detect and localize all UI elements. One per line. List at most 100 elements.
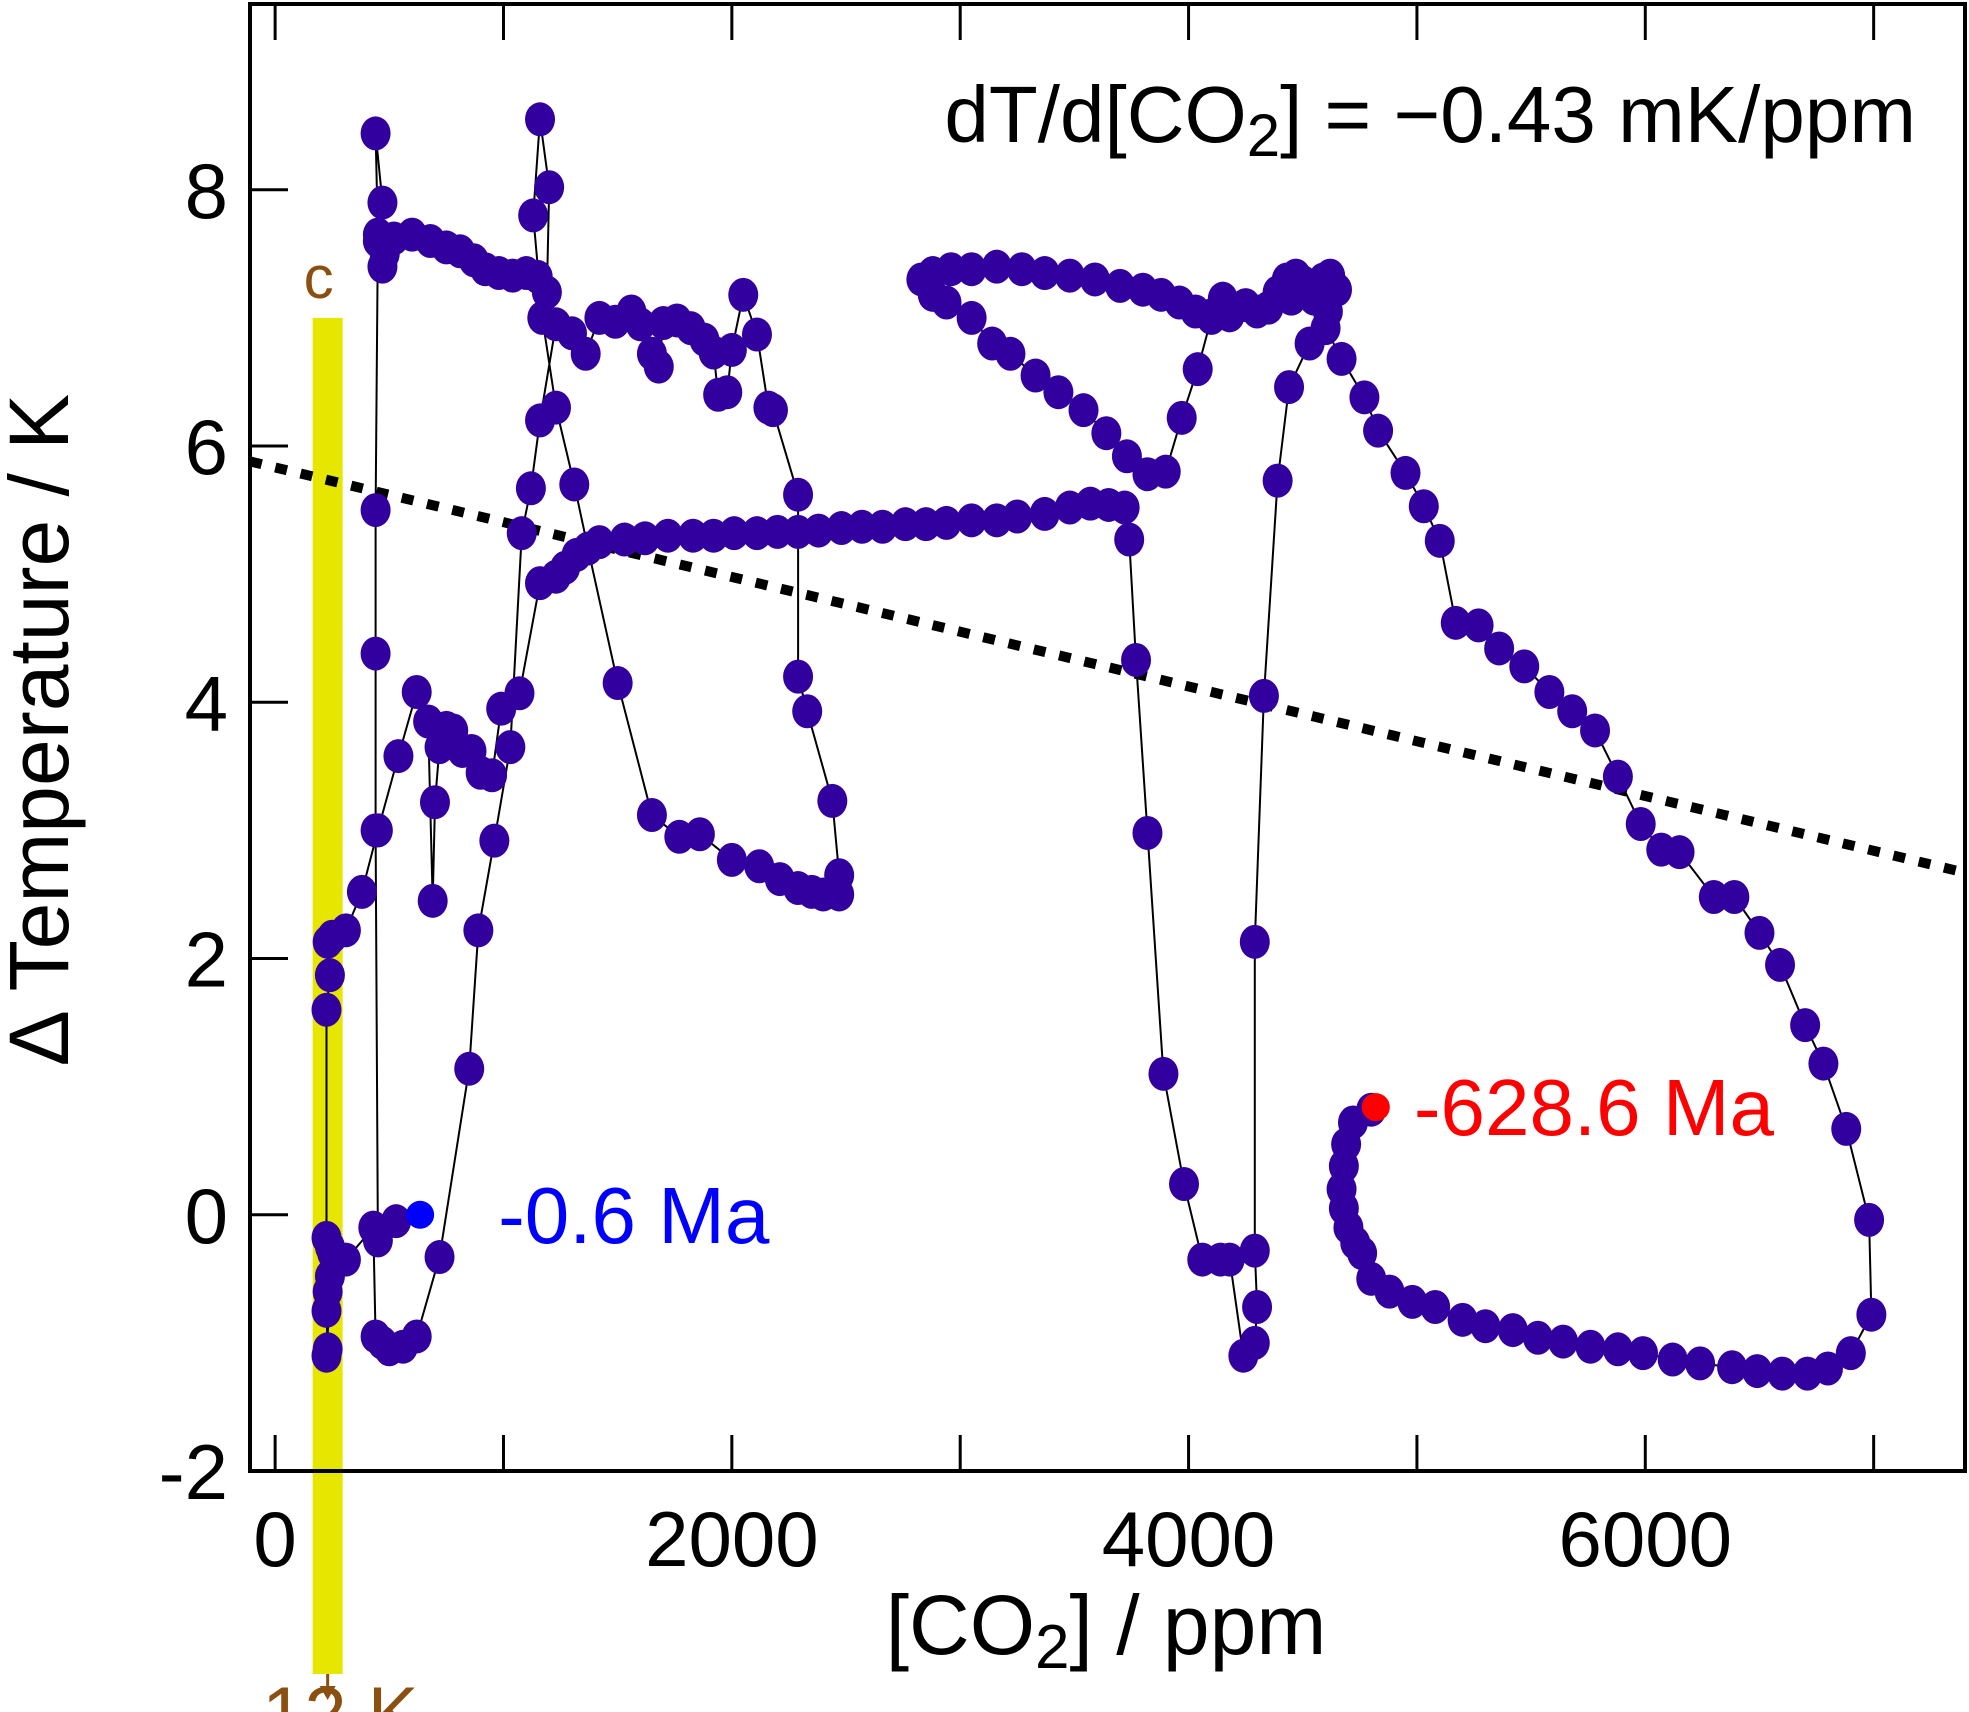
data-point [1054,258,1085,293]
data-point [1105,268,1136,303]
data-point [643,349,674,384]
data-point [1463,608,1494,643]
data-point [362,217,393,252]
data-point [1230,288,1261,323]
data-point [956,252,987,287]
data-point [744,849,775,884]
data-point [525,102,556,137]
data-point [792,694,823,729]
data-point [1765,947,1796,982]
x-tick-labels: 0 2000 4000 6000 [253,1495,1732,1583]
data-point [636,798,667,833]
data-point [1390,455,1421,490]
data-point [1557,694,1588,729]
data-point [1742,1354,1773,1389]
y-ticks [250,188,288,1473]
data-point [1602,759,1633,794]
data-point [311,992,342,1027]
data-point [652,518,683,553]
data-point [1440,605,1471,640]
data-point [360,116,391,151]
y-tick-label: 2 [185,916,228,1004]
data-point [311,1338,342,1373]
data-point [1182,352,1213,387]
data-point [1856,1297,1887,1332]
data-point [1447,1302,1478,1337]
data-point [486,691,517,726]
data-point [346,874,377,909]
data-point [527,300,558,335]
band-layer: c -12 K [237,244,419,1712]
data-point [314,958,345,993]
data-point [1628,1336,1659,1371]
data-point [1029,496,1060,531]
data-point [1717,1350,1748,1385]
x-axis-label-post: ] / ppm [1070,1578,1327,1672]
x-tick-label: 4000 [1102,1495,1276,1583]
data-point [559,467,590,502]
data-point [1207,281,1238,316]
x-axis-label-pre: [CO [886,1578,1035,1672]
x-ticks [273,4,1876,1471]
data-point [401,1319,432,1354]
y-tick-label: 8 [185,147,228,235]
data-point [1534,675,1565,710]
data-point [1294,326,1325,361]
y-tick-label: -2 [159,1428,228,1516]
data-point [367,249,398,284]
data-point [995,336,1026,371]
data-point [1812,1351,1843,1386]
data-point [463,913,494,948]
data-point [1239,1233,1270,1268]
data-point [1312,294,1343,329]
band-bottom-label: -12 K [237,1672,419,1712]
data-point [1548,1324,1579,1359]
data-point [712,375,743,410]
data-point [783,477,814,512]
data-point [312,924,343,959]
data-point [716,842,747,877]
data-point [1262,463,1293,498]
data-point [1006,252,1037,287]
data-point [817,783,848,818]
data-point [826,511,857,546]
data-point [1363,413,1394,448]
data-point [1497,1313,1528,1348]
data-point [1522,1320,1553,1355]
data-point [1228,1338,1259,1373]
band-label: c [304,244,334,311]
data-point [783,659,814,694]
data-point [1854,1202,1885,1237]
data-point [311,1293,342,1328]
data-point [1132,815,1163,850]
data-point [1374,1274,1405,1309]
data-point [1187,1242,1218,1277]
data-point [534,170,565,205]
data-point [1029,256,1060,291]
data-point [1253,290,1284,325]
data-point [506,516,537,551]
data-point [981,503,1012,538]
data-point [783,514,814,549]
data-point [330,1242,361,1277]
series-layer: -628.6 Ma -0.6 Ma [311,102,1887,1391]
data-point [1114,522,1145,557]
start-marker [1361,1093,1390,1122]
data-point [609,522,640,557]
fit-annotation-post: ] = −0.43 mK/ppm [1280,70,1916,159]
data-point [383,739,414,774]
data-point [1470,1309,1501,1344]
fit-annotation: dT/d[CO2] = −0.43 mK/ppm [944,70,1916,169]
fit-layer [248,456,1967,878]
x-axis-label: [CO2] / ppm [886,1578,1327,1682]
data-point [1111,439,1142,474]
data-point [1150,454,1181,489]
data-point [1091,416,1122,451]
data-point [424,730,455,765]
data-point [741,516,772,551]
data-point [931,285,962,320]
data-point [367,185,398,220]
data-point [678,518,709,553]
data-point [454,1051,485,1086]
end-marker [406,1200,435,1229]
